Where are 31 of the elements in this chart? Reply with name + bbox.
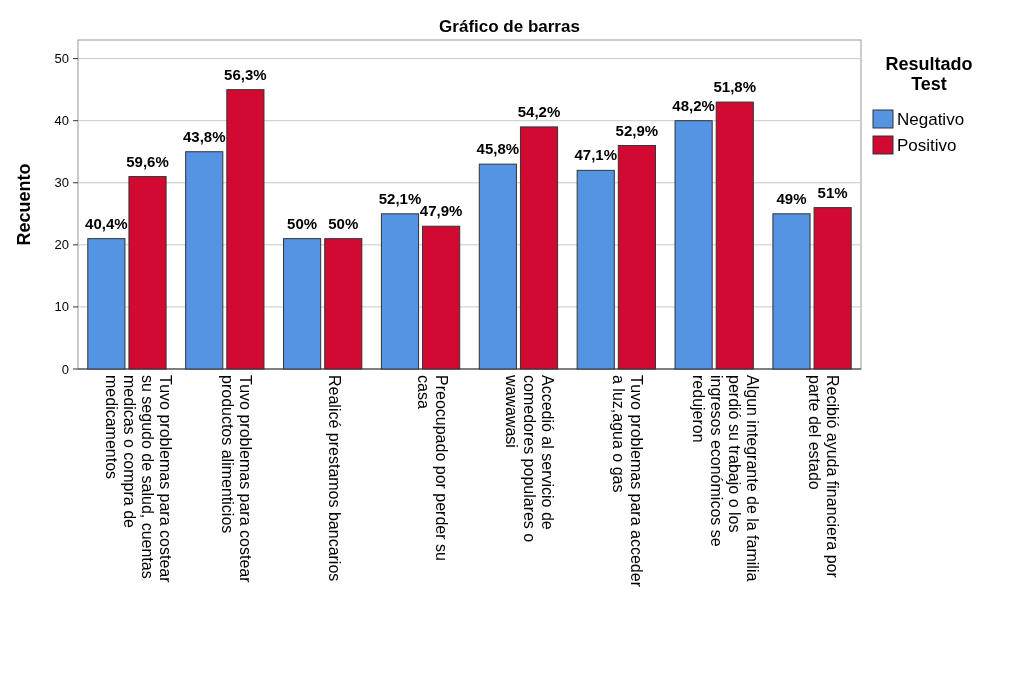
annotation: 52,1% [378, 189, 422, 207]
annotation: 48,2% [672, 96, 715, 114]
y-axis-title: Recuento [14, 163, 34, 246]
annotation: 49% [776, 189, 807, 207]
legend-title: Resultado Test [885, 54, 973, 94]
y-tick-label: 50 [54, 51, 69, 67]
y-tick-label: 40 [54, 113, 69, 129]
chart-title: Gráfico de barras [439, 17, 580, 36]
y-tick-label: 20 [54, 237, 69, 253]
annotation: 43,8% [182, 127, 226, 145]
annotation: 51% [817, 183, 848, 201]
annotation: 47,1% [574, 146, 618, 164]
annotation: 50% [328, 214, 359, 232]
legend-label: Positivo [897, 135, 957, 155]
x-tick-label: Preocupado por perder su casa [414, 375, 450, 561]
annotation: 40,4% [85, 214, 128, 232]
legend-label: Negativo [897, 109, 965, 129]
annotation: 59,6% [126, 152, 169, 170]
y-tick-label: 0 [61, 361, 69, 377]
x-tick-label: Accedió al servicio de comedores populares o wawawasi [503, 374, 557, 543]
annotation: 52,9% [615, 121, 659, 139]
annotation: 54,2% [517, 102, 561, 120]
annotation: 45,8% [476, 140, 520, 158]
annotation: 51,8% [713, 78, 757, 96]
y-tick-label: 30 [54, 175, 69, 191]
x-tick-label: Realicé prestamos bancarios [325, 375, 343, 582]
annotation: 50% [287, 214, 318, 232]
y-tick-label: 10 [54, 299, 69, 315]
x-tick-label: Tuvo problemas para costear su segudo de salud, cuentas medicas o compra de medicamentos [102, 375, 174, 584]
annotation: 56,3% [224, 65, 267, 83]
x-tick-label: Algun integrante de la familia perdió su trabajo o los ingresos económicos se redujeron [690, 375, 762, 582]
